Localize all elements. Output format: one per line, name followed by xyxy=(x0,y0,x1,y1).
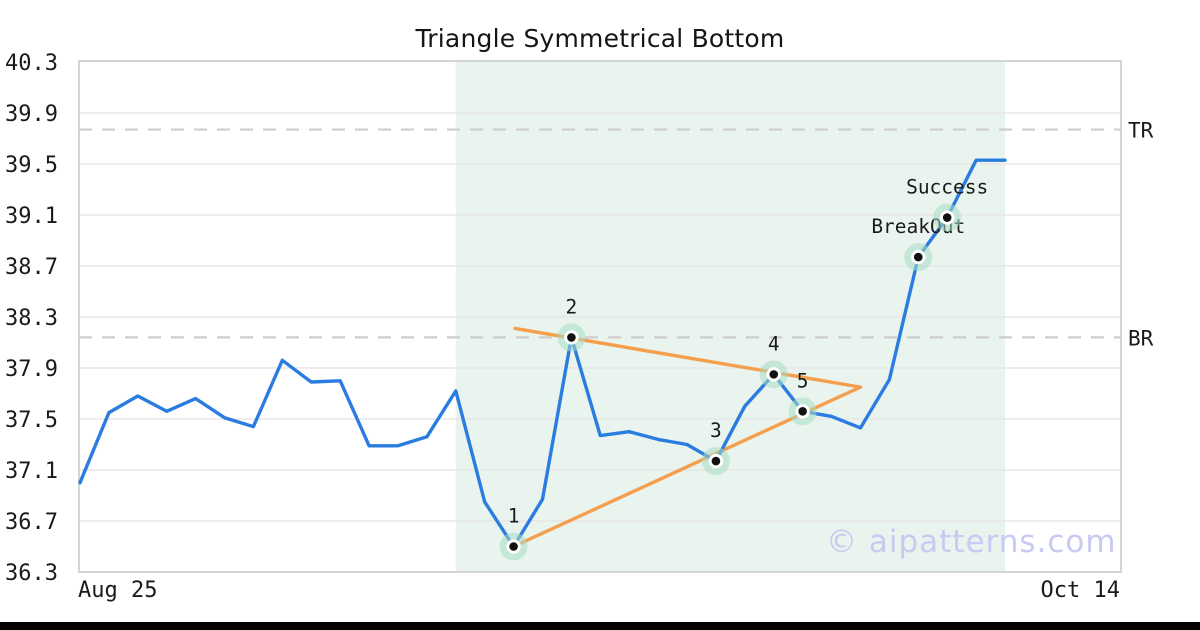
y-tick-label: 39.5 xyxy=(5,153,58,178)
bottom-border-bar xyxy=(0,622,1200,630)
marker-dot-4 xyxy=(769,370,779,379)
marker-label-5: 5 xyxy=(797,369,809,392)
marker-dot-2 xyxy=(567,333,576,342)
y-tick-label: 39.1 xyxy=(5,204,58,229)
y-tick-label: 38.7 xyxy=(5,255,58,280)
marker-label-2: 2 xyxy=(566,295,578,318)
marker-label-success: Success xyxy=(906,176,988,199)
y-tick-label: 37.9 xyxy=(5,357,58,382)
y-tick-label: 37.5 xyxy=(5,408,58,433)
marker-label-3: 3 xyxy=(710,419,722,442)
y-tick-label: 36.3 xyxy=(5,561,58,586)
x-tick-label-end: Oct 14 xyxy=(1041,578,1120,603)
hline-label-br: BR xyxy=(1128,326,1154,350)
marker-dot-success xyxy=(942,213,952,222)
plot-border xyxy=(78,60,1122,573)
x-tick-label-start: Aug 25 xyxy=(78,578,157,603)
y-tick-label: 37.1 xyxy=(5,459,58,484)
y-tick-label: 39.9 xyxy=(5,102,58,127)
marker-label-4: 4 xyxy=(768,332,780,355)
price-line xyxy=(78,158,1007,549)
y-tick-label: 38.3 xyxy=(5,306,58,331)
watermark: © aipatterns.com xyxy=(826,524,1117,560)
marker-dot-1 xyxy=(509,542,518,551)
y-tick-label: 40.3 xyxy=(5,51,58,76)
chart-title: Triangle Symmetrical Bottom xyxy=(415,24,785,53)
hline-label-tr: TR xyxy=(1128,119,1154,143)
marker-label-1: 1 xyxy=(508,505,520,528)
marker-dot-5 xyxy=(798,407,807,416)
marker-dot-breakout xyxy=(913,252,923,262)
marker-dot-3 xyxy=(711,456,721,466)
y-tick-label: 36.7 xyxy=(5,510,58,535)
